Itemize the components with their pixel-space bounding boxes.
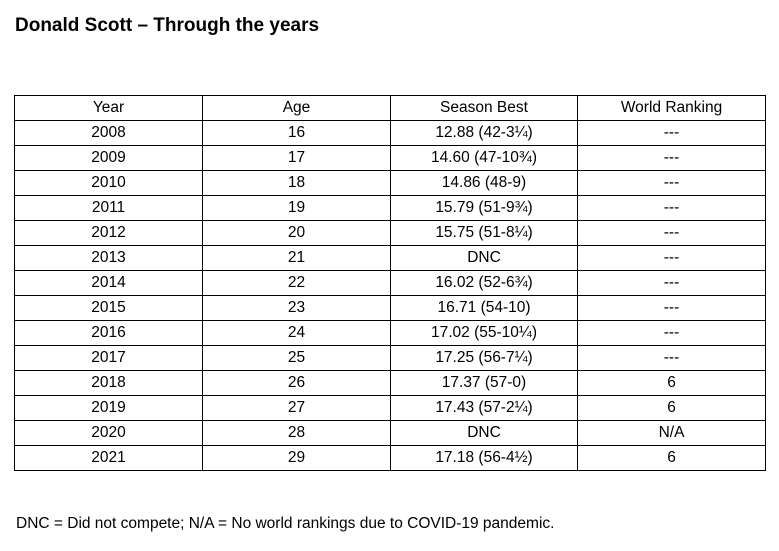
cell-world-ranking: --- xyxy=(577,120,766,146)
footnote: DNC = Did not compete; N/A = No world ra… xyxy=(16,515,555,532)
table-row: 2012 20 15.75 (51-8¼) --- xyxy=(14,220,766,246)
cell-age: 20 xyxy=(202,220,391,246)
cell-age: 19 xyxy=(202,195,391,221)
cell-world-ranking: --- xyxy=(577,295,766,321)
cell-age: 25 xyxy=(202,345,391,371)
cell-age: 23 xyxy=(202,295,391,321)
cell-year: 2009 xyxy=(14,145,203,171)
cell-world-ranking: --- xyxy=(577,145,766,171)
cell-age: 27 xyxy=(202,395,391,421)
table-row: 2017 25 17.25 (56-7¼) --- xyxy=(14,345,766,371)
cell-age: 21 xyxy=(202,245,391,271)
table-row: 2009 17 14.60 (47-10¾) --- xyxy=(14,145,766,171)
page-title: Donald Scott – Through the years xyxy=(15,15,320,36)
cell-world-ranking: --- xyxy=(577,270,766,296)
season-stats-table: Year Age Season Best World Ranking 2008 1… xyxy=(14,95,766,471)
column-header-year: Year xyxy=(14,95,203,121)
cell-season-best: 17.18 (56-4½) xyxy=(390,445,578,471)
cell-year: 2016 xyxy=(14,320,203,346)
cell-world-ranking: 6 xyxy=(577,370,766,396)
cell-year: 2015 xyxy=(14,295,203,321)
cell-world-ranking: --- xyxy=(577,320,766,346)
table-row: 2016 24 17.02 (55-10¼) --- xyxy=(14,320,766,346)
table-row: 2010 18 14.86 (48-9) --- xyxy=(14,170,766,196)
cell-year: 2010 xyxy=(14,170,203,196)
cell-world-ranking: --- xyxy=(577,170,766,196)
cell-year: 2019 xyxy=(14,395,203,421)
table-row: 2019 27 17.43 (57-2¼) 6 xyxy=(14,395,766,421)
cell-year: 2014 xyxy=(14,270,203,296)
table-row: 2021 29 17.18 (56-4½) 6 xyxy=(14,445,766,471)
cell-season-best: 17.37 (57-0) xyxy=(390,370,578,396)
cell-world-ranking: --- xyxy=(577,345,766,371)
table-row: 2011 19 15.79 (51-9¾) --- xyxy=(14,195,766,221)
table-body: 2008 16 12.88 (42-3¼) --- 2009 17 14.60 (47-10… xyxy=(14,120,766,471)
cell-world-ranking: --- xyxy=(577,220,766,246)
cell-year: 2008 xyxy=(14,120,203,146)
cell-season-best: 15.79 (51-9¾) xyxy=(390,195,578,221)
column-header-age: Age xyxy=(202,95,391,121)
cell-age: 16 xyxy=(202,120,391,146)
table-header-row: Year Age Season Best World Ranking xyxy=(14,95,766,121)
cell-season-best: DNC xyxy=(390,245,578,271)
table-row: 2018 26 17.37 (57-0) 6 xyxy=(14,370,766,396)
cell-age: 26 xyxy=(202,370,391,396)
cell-year: 2021 xyxy=(14,445,203,471)
cell-season-best: 17.02 (55-10¼) xyxy=(390,320,578,346)
cell-season-best: 17.43 (57-2¼) xyxy=(390,395,578,421)
table-row: 2015 23 16.71 (54-10) --- xyxy=(14,295,766,321)
cell-world-ranking: --- xyxy=(577,195,766,221)
cell-age: 29 xyxy=(202,445,391,471)
cell-world-ranking: 6 xyxy=(577,395,766,421)
cell-world-ranking: N/A xyxy=(577,420,766,446)
column-header-season-best: Season Best xyxy=(390,95,578,121)
cell-world-ranking: --- xyxy=(577,245,766,271)
cell-season-best: 14.86 (48-9) xyxy=(390,170,578,196)
cell-year: 2012 xyxy=(14,220,203,246)
cell-season-best: 14.60 (47-10¾) xyxy=(390,145,578,171)
cell-season-best: 17.25 (56-7¼) xyxy=(390,345,578,371)
table-row: 2013 21 DNC --- xyxy=(14,245,766,271)
cell-season-best: 16.02 (52-6¾) xyxy=(390,270,578,296)
cell-year: 2013 xyxy=(14,245,203,271)
cell-year: 2018 xyxy=(14,370,203,396)
cell-world-ranking: 6 xyxy=(577,445,766,471)
cell-age: 24 xyxy=(202,320,391,346)
cell-season-best: DNC xyxy=(390,420,578,446)
cell-age: 28 xyxy=(202,420,391,446)
cell-year: 2017 xyxy=(14,345,203,371)
cell-season-best: 15.75 (51-8¼) xyxy=(390,220,578,246)
table-row: 2014 22 16.02 (52-6¾) --- xyxy=(14,270,766,296)
cell-age: 17 xyxy=(202,145,391,171)
cell-year: 2020 xyxy=(14,420,203,446)
cell-season-best: 16.71 (54-10) xyxy=(390,295,578,321)
cell-season-best: 12.88 (42-3¼) xyxy=(390,120,578,146)
cell-year: 2011 xyxy=(14,195,203,221)
table-row: 2008 16 12.88 (42-3¼) --- xyxy=(14,120,766,146)
table-row: 2020 28 DNC N/A xyxy=(14,420,766,446)
cell-age: 22 xyxy=(202,270,391,296)
column-header-world-ranking: World Ranking xyxy=(577,95,766,121)
cell-age: 18 xyxy=(202,170,391,196)
